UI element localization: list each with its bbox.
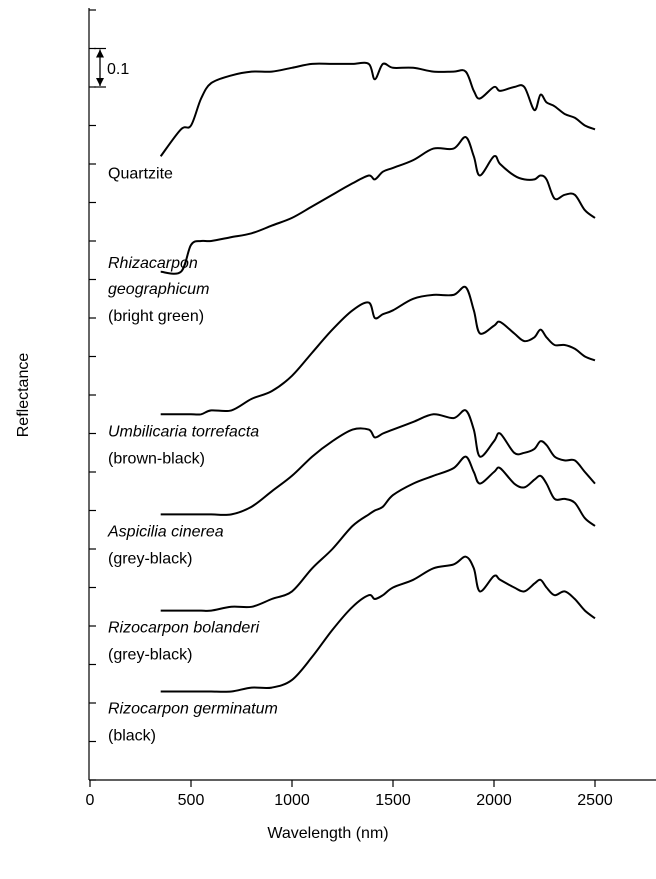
series-description: (brown-black) — [108, 450, 205, 467]
x-tick-label: 0 — [86, 792, 95, 809]
series-description: (bright green) — [108, 308, 204, 325]
x-tick-label: 500 — [178, 792, 205, 809]
series-label: Rizocarpon germinatum — [108, 700, 278, 717]
series-description: (grey-black) — [108, 647, 192, 664]
scale-label: 0.1 — [107, 61, 129, 78]
series-label: Quartzite — [108, 165, 173, 182]
x-axis-label: Wavelength (nm) — [267, 825, 388, 842]
spectrum-line — [160, 555, 596, 693]
scale-arrow — [96, 78, 104, 86]
y-axis-label: Reflectance — [15, 353, 32, 438]
series-label-line: Rhizacarpon — [108, 255, 202, 272]
x-tick-label: 2500 — [577, 792, 613, 809]
spectrum-line — [160, 136, 596, 275]
x-tick-label: 1500 — [375, 792, 411, 809]
series-label: Rhizacarpon geographicum — [108, 255, 209, 298]
spectrum-line — [159, 61, 596, 157]
spectrum-line — [160, 409, 596, 516]
x-tick-label: 1000 — [274, 792, 310, 809]
series-label: Aspicilia cinerea — [107, 523, 224, 540]
spectrum-line — [160, 455, 596, 612]
x-tick-label: 2000 — [476, 792, 512, 809]
series-description: (black) — [108, 727, 156, 744]
series-label: Rizocarpon bolanderi — [108, 620, 260, 637]
series-description: (grey-black) — [108, 550, 192, 567]
series-label: Umbilicaria torrefacta — [108, 423, 259, 440]
series-label-line: geographicum — [108, 281, 209, 298]
spectrum-line — [160, 285, 596, 416]
scale-arrow — [96, 49, 104, 58]
